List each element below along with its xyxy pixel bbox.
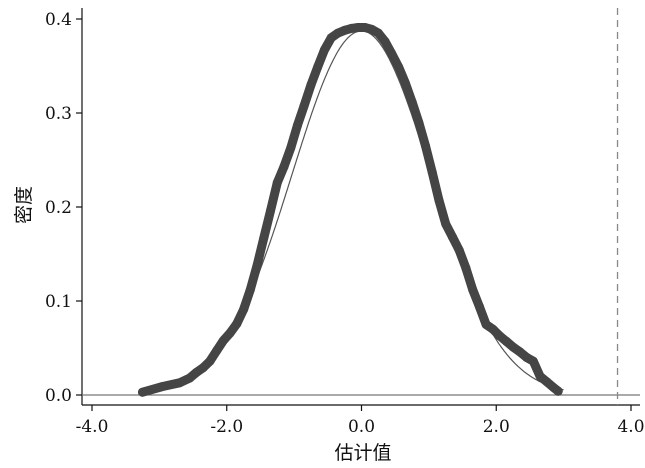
data-point bbox=[313, 62, 323, 72]
data-point bbox=[367, 24, 377, 34]
data-point bbox=[448, 232, 457, 242]
data-point bbox=[522, 352, 532, 362]
data-point bbox=[407, 97, 417, 107]
y-axis-title: 密度 bbox=[13, 186, 35, 224]
data-point bbox=[481, 320, 491, 329]
data-point bbox=[394, 62, 404, 72]
data-point bbox=[252, 260, 262, 270]
x-tick-label: 4.0 bbox=[617, 417, 644, 437]
data-point bbox=[421, 141, 430, 151]
data-point bbox=[286, 143, 296, 153]
data-point bbox=[245, 285, 255, 295]
x-axis-title: 估计值 bbox=[334, 442, 391, 464]
data-point bbox=[138, 387, 147, 397]
data-point bbox=[299, 101, 309, 110]
data-point bbox=[501, 336, 511, 346]
data-point bbox=[293, 120, 302, 130]
data-point bbox=[232, 319, 242, 329]
x-tick-label: -4.0 bbox=[76, 417, 109, 437]
data-point bbox=[474, 302, 484, 312]
data-point bbox=[353, 23, 363, 32]
data-point bbox=[515, 347, 525, 357]
data-point bbox=[528, 356, 538, 366]
x-tick-label: -2.0 bbox=[210, 417, 243, 437]
data-point bbox=[266, 206, 275, 216]
data-point bbox=[553, 386, 563, 396]
axes: 0.0 0.1 0.2 0.3 0.4 -4.0 -2.0 0.0 2.0 4.0 bbox=[45, 8, 645, 437]
x-tick-label: 2.0 bbox=[483, 417, 510, 437]
data-point bbox=[218, 336, 228, 345]
x-tick-label: 0.0 bbox=[348, 417, 375, 437]
data-point bbox=[488, 324, 498, 334]
data-point bbox=[191, 367, 201, 377]
data-point bbox=[400, 78, 410, 88]
data-point bbox=[212, 346, 222, 356]
data-point bbox=[272, 178, 282, 188]
data-point bbox=[198, 363, 208, 373]
y-tick-label: 0.3 bbox=[45, 104, 72, 124]
y-tick-label: 0.1 bbox=[45, 292, 72, 312]
y-tick-label: 0.2 bbox=[45, 198, 72, 218]
data-point bbox=[542, 377, 552, 387]
data-point bbox=[535, 371, 545, 381]
data-point bbox=[205, 356, 215, 366]
data-point bbox=[373, 28, 383, 38]
data-point bbox=[414, 117, 424, 127]
y-tick-label: 0.0 bbox=[45, 386, 72, 406]
data-point bbox=[346, 23, 356, 33]
data-point bbox=[306, 80, 316, 90]
data-point bbox=[319, 45, 329, 55]
data-point bbox=[158, 382, 168, 391]
data-point bbox=[333, 28, 343, 38]
data-point bbox=[454, 245, 464, 255]
y-tick-label: 0.4 bbox=[45, 10, 72, 30]
data-point bbox=[508, 342, 518, 352]
data-point bbox=[225, 328, 235, 338]
data-point bbox=[239, 305, 249, 314]
data-point bbox=[441, 219, 451, 229]
data-point bbox=[279, 162, 289, 172]
data-point bbox=[326, 33, 336, 43]
data-point bbox=[185, 373, 195, 383]
data-point bbox=[175, 378, 185, 388]
plot-area bbox=[138, 8, 619, 405]
data-point bbox=[427, 167, 437, 177]
data-point bbox=[461, 263, 471, 273]
data-point bbox=[387, 49, 397, 59]
data-point bbox=[259, 233, 269, 243]
data-point bbox=[495, 331, 505, 341]
data-point bbox=[380, 37, 390, 47]
data-point bbox=[468, 285, 478, 295]
data-point bbox=[434, 195, 444, 205]
